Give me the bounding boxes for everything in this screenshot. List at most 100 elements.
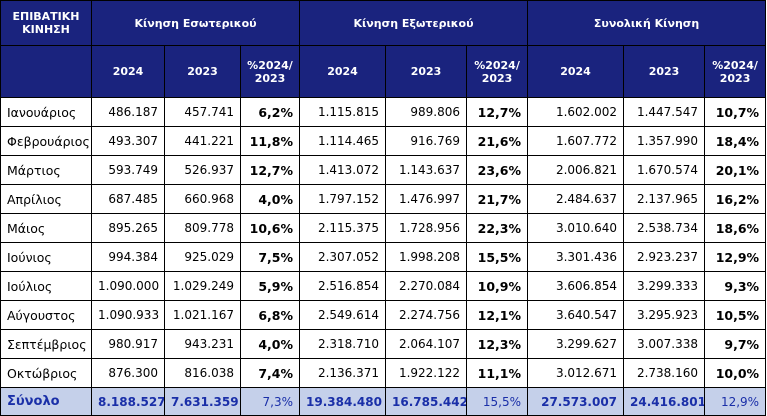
table-row: Φεβρουάριος 493.307 441.221 11,8% 1.114.465 9… xyxy=(0,126,767,156)
international-2024-cell: 2.115.375 xyxy=(299,213,387,243)
international-pct-cell: 21,6% xyxy=(466,126,529,156)
international-2024-cell: 2.136.371 xyxy=(299,358,387,388)
total-pct-cell: 9,7% xyxy=(704,329,767,359)
domestic-pct-cell: 4,0% xyxy=(239,184,301,214)
month-cell: Απρίλιος xyxy=(0,184,92,214)
international-2023-cell: 2.274.756 xyxy=(385,300,468,330)
domestic-2024-cell: 876.300 xyxy=(91,358,165,388)
total-pct-cell: 16,2% xyxy=(704,184,767,214)
month-cell: Οκτώβριος xyxy=(0,358,92,388)
domestic-2024-cell: 1.090.000 xyxy=(91,271,165,301)
total-international-pct: 15,5% xyxy=(466,387,529,416)
total-pct-cell: 9,3% xyxy=(704,271,767,301)
total-2023-cell: 1.447.547 xyxy=(623,97,706,127)
international-2023-cell: 1.922.122 xyxy=(385,358,468,388)
col-international-2023: 2023 xyxy=(385,45,468,98)
total-domestic-2023: 7.631.359 xyxy=(164,387,241,416)
group-total: Συνολική Κίνηση xyxy=(527,0,767,46)
international-2023-cell: 1.143.637 xyxy=(385,155,468,185)
table-row: Αύγουστος 1.090.933 1.021.167 6,8% 2.549.614… xyxy=(0,300,767,330)
domestic-pct-cell: 12,7% xyxy=(239,155,301,185)
total-2023-cell: 2.738.160 xyxy=(623,358,706,388)
table-row: Μάρτιος 593.749 526.937 12,7% 1.413.072 1.143… xyxy=(0,155,767,185)
month-cell: Αύγουστος xyxy=(0,300,92,330)
month-cell: Φεβρουάριος xyxy=(0,126,92,156)
total-overall-2024: 27.573.007 xyxy=(527,387,625,416)
col-international-2024: 2024 xyxy=(299,45,387,98)
international-2024-cell: 2.318.710 xyxy=(299,329,387,359)
table-row: Ιούλιος 1.090.000 1.029.249 5,9% 2.516.854 2.… xyxy=(0,271,767,301)
total-pct-cell: 18,4% xyxy=(704,126,767,156)
total-2023-cell: 1.357.990 xyxy=(623,126,706,156)
col-international-pct: %2024/ 2023 xyxy=(466,45,529,98)
domestic-pct-cell: 10,6% xyxy=(239,213,301,243)
domestic-2023-cell: 660.968 xyxy=(164,184,241,214)
total-2024-cell: 2.484.637 xyxy=(527,184,625,214)
table-title: ΕΠΙΒΑΤΙΚΗ ΚΙΝΗΣΗ xyxy=(0,0,92,46)
international-2024-cell: 2.549.614 xyxy=(299,300,387,330)
international-2023-cell: 1.728.956 xyxy=(385,213,468,243)
international-pct-cell: 23,6% xyxy=(466,155,529,185)
domestic-2023-cell: 457.741 xyxy=(164,97,241,127)
table-header: ΕΠΙΒΑΤΙΚΗ ΚΙΝΗΣΗ Κίνηση Εσωτερικού Κίνησ… xyxy=(0,0,767,98)
domestic-pct-cell: 4,0% xyxy=(239,329,301,359)
domestic-2024-cell: 493.307 xyxy=(91,126,165,156)
total-2024-cell: 3.299.627 xyxy=(527,329,625,359)
table-row: Οκτώβριος 876.300 816.038 7,4% 2.136.371 1.92… xyxy=(0,358,767,388)
col-total-pct: %2024/ 2023 xyxy=(704,45,767,98)
international-pct-cell: 11,1% xyxy=(466,358,529,388)
domestic-pct-cell: 6,2% xyxy=(239,97,301,127)
domestic-2023-cell: 809.778 xyxy=(164,213,241,243)
total-2024-cell: 3.640.547 xyxy=(527,300,625,330)
domestic-2024-cell: 980.917 xyxy=(91,329,165,359)
total-domestic-pct: 7,3% xyxy=(239,387,301,416)
domestic-2024-cell: 486.187 xyxy=(91,97,165,127)
total-2023-cell: 2.923.237 xyxy=(623,242,706,272)
total-2023-cell: 3.295.923 xyxy=(623,300,706,330)
month-cell: Ιούνιος xyxy=(0,242,92,272)
total-overall-2023: 24.416.801 xyxy=(623,387,706,416)
month-cell: Μάιος xyxy=(0,213,92,243)
total-2024-cell: 3.012.671 xyxy=(527,358,625,388)
total-pct-cell: 20,1% xyxy=(704,155,767,185)
domestic-2023-cell: 1.029.249 xyxy=(164,271,241,301)
month-cell: Ιούλιος xyxy=(0,271,92,301)
international-pct-cell: 12,7% xyxy=(466,97,529,127)
domestic-2024-cell: 593.749 xyxy=(91,155,165,185)
col-domestic-pct: %2024/ 2023 xyxy=(239,45,301,98)
international-pct-cell: 12,3% xyxy=(466,329,529,359)
domestic-2024-cell: 687.485 xyxy=(91,184,165,214)
total-2024-cell: 1.607.772 xyxy=(527,126,625,156)
table-row: Απρίλιος 687.485 660.968 4,0% 1.797.152 1.476… xyxy=(0,184,767,214)
col-domestic-2024: 2024 xyxy=(91,45,165,98)
total-pct-cell: 12,9% xyxy=(704,242,767,272)
total-2023-cell: 3.299.333 xyxy=(623,271,706,301)
domestic-pct-cell: 7,5% xyxy=(239,242,301,272)
international-2023-cell: 1.998.208 xyxy=(385,242,468,272)
total-2023-cell: 2.538.734 xyxy=(623,213,706,243)
international-pct-cell: 12,1% xyxy=(466,300,529,330)
total-2023-cell: 1.670.574 xyxy=(623,155,706,185)
international-2023-cell: 916.769 xyxy=(385,126,468,156)
header-row-groups: ΕΠΙΒΑΤΙΚΗ ΚΙΝΗΣΗ Κίνηση Εσωτερικού Κίνησ… xyxy=(0,0,767,46)
total-overall-pct: 12,9% xyxy=(704,387,767,416)
total-row: Σύνολο 8.188.527 7.631.359 7,3% 19.384.4… xyxy=(0,387,767,416)
group-international: Κίνηση Εξωτερικού xyxy=(299,0,529,46)
table-body: Ιανουάριος 486.187 457.741 6,2% 1.115.815 989… xyxy=(0,97,767,388)
international-pct-cell: 10,9% xyxy=(466,271,529,301)
international-2024-cell: 1.114.465 xyxy=(299,126,387,156)
total-2023-cell: 3.007.338 xyxy=(623,329,706,359)
international-pct-cell: 21,7% xyxy=(466,184,529,214)
total-2024-cell: 3.301.436 xyxy=(527,242,625,272)
domestic-2023-cell: 925.029 xyxy=(164,242,241,272)
month-cell: Σεπτέμβριος xyxy=(0,329,92,359)
international-2024-cell: 1.115.815 xyxy=(299,97,387,127)
total-2024-cell: 3.606.854 xyxy=(527,271,625,301)
total-label: Σύνολο xyxy=(0,387,92,416)
international-pct-cell: 15,5% xyxy=(466,242,529,272)
international-2023-cell: 989.806 xyxy=(385,97,468,127)
col-domestic-2023: 2023 xyxy=(164,45,241,98)
international-2023-cell: 2.064.107 xyxy=(385,329,468,359)
international-2023-cell: 2.270.084 xyxy=(385,271,468,301)
header-row-years: 2024 2023 %2024/ 2023 2024 2023 %2024/ 2… xyxy=(0,45,767,98)
